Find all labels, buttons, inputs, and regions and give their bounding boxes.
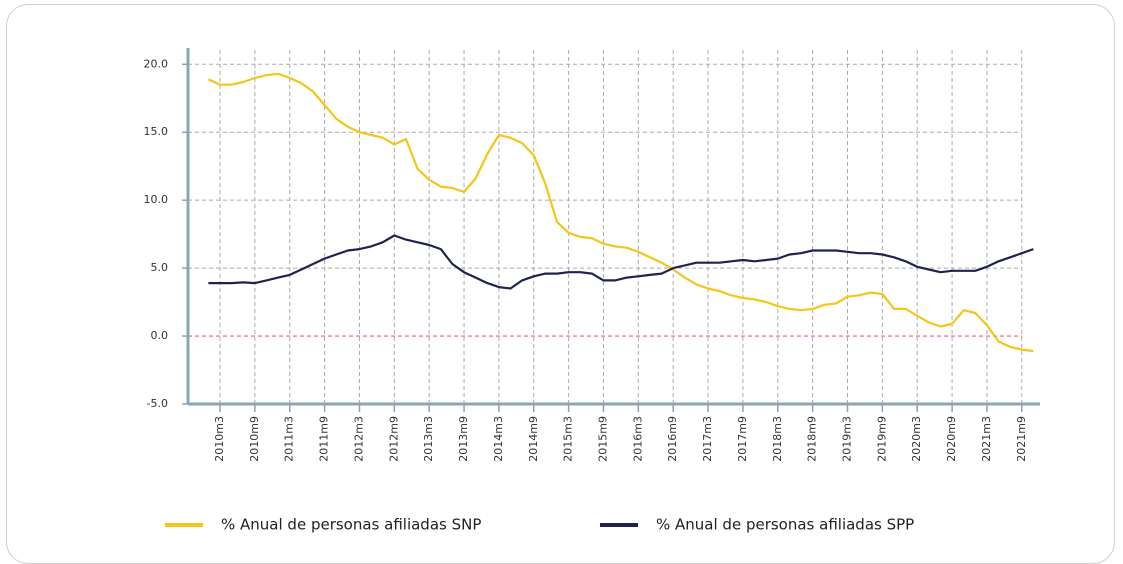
x-tick-label: 2019m9	[875, 416, 888, 462]
x-tick-label: 2016m3	[631, 416, 644, 462]
x-tick-label: 2018m3	[771, 416, 784, 462]
x-tick-label: 2018m9	[806, 416, 819, 462]
legend-label: % Anual de personas afiliadas SPP	[656, 516, 914, 534]
y-tick-label: 10.0	[144, 193, 169, 206]
x-tick-label: 2011m9	[318, 416, 331, 462]
y-tick-label: -5.0	[147, 397, 168, 410]
legend-label: % Anual de personas afiliadas SNP	[221, 516, 481, 534]
x-tick-label: 2010m3	[213, 416, 226, 462]
y-tick-label: 0.0	[151, 329, 169, 342]
x-tick-label: 2014m3	[492, 416, 505, 462]
series-line	[208, 234, 1034, 290]
x-tick-label: 2020m3	[910, 416, 923, 462]
x-tick-label: 2020m9	[945, 416, 958, 462]
x-tick-label: 2021m3	[980, 416, 993, 462]
series-line	[207, 72, 1034, 353]
x-tick-label: 2012m3	[352, 416, 365, 462]
x-tick-label: 2010m9	[248, 416, 261, 462]
x-tick-label: 2016m9	[666, 416, 679, 462]
x-tick-label: 2019m3	[841, 416, 854, 462]
page: {"chart_data": {"type": "line", "categor…	[6, 4, 1115, 564]
x-tick-label: 2013m3	[422, 416, 435, 462]
x-tick-label: 2014m9	[527, 416, 540, 462]
chart: -5.0 0.0 5.0 10.0 15.0 20.0 2010m3 2010m9 2011m3…	[144, 48, 1040, 534]
y-tick-label: 15.0	[144, 125, 169, 138]
x-tick-label: 2015m9	[596, 416, 609, 462]
x-tick-label: 2015m3	[562, 416, 575, 462]
x-tick-label: 2017m3	[701, 416, 714, 462]
x-tick-label: 2013m9	[457, 416, 470, 462]
x-tick-label: 2017m9	[736, 416, 749, 462]
x-tick-label: 2011m3	[283, 416, 296, 462]
x-tick-label: 2012m9	[387, 416, 400, 462]
x-tick-label: 2021m9	[1015, 416, 1028, 462]
y-tick-label: 5.0	[151, 261, 169, 274]
y-tick-label: 20.0	[144, 57, 169, 70]
